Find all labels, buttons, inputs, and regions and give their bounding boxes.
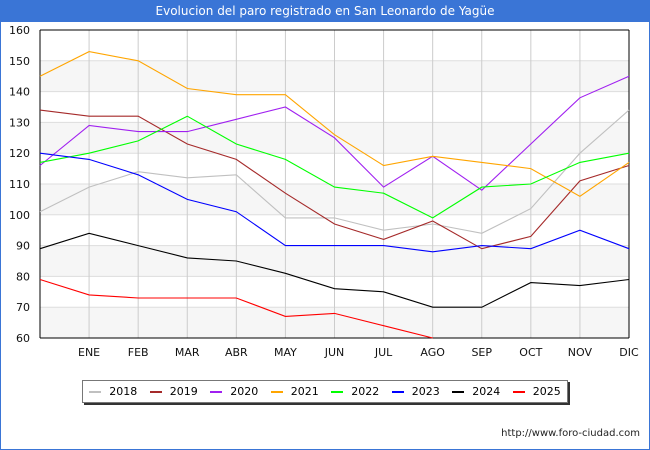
legend-item-2022: 2022 (331, 385, 379, 398)
legend-swatch (452, 390, 465, 393)
series-line-2021 (39, 51, 630, 197)
x-tick-label: DIC (619, 346, 639, 359)
y-tick-label: 110 (9, 178, 30, 191)
y-tick-label: 130 (9, 116, 30, 129)
legend-label: 2025 (532, 385, 561, 398)
legend-item-2019: 2019 (149, 385, 198, 398)
x-tick-label: MAR (175, 346, 200, 359)
x-tick-label: MAY (274, 346, 297, 359)
legend-item-2021: 2021 (270, 385, 319, 398)
x-tick-label: NOV (568, 346, 593, 359)
x-tick-label: SEP (471, 346, 492, 359)
series-line-2018 (39, 109, 630, 234)
legend-swatch (210, 390, 223, 393)
y-tick-label: 100 (9, 209, 30, 222)
legend-label: 2020 (230, 385, 259, 398)
series-line-2022 (39, 115, 630, 219)
series-line-2023 (39, 152, 630, 253)
legend-label: 2024 (472, 385, 501, 398)
legend-swatch (270, 390, 283, 393)
legend-label: 2021 (290, 385, 319, 398)
legend-item-2025: 2025 (512, 385, 561, 398)
legend-item-2018: 2018 (89, 385, 137, 398)
legend-label: 2022 (351, 385, 380, 398)
series-line-2024 (39, 232, 630, 308)
y-tick-label: 60 (16, 332, 30, 345)
series-line-2020 (39, 75, 630, 191)
legend-item-2020: 2020 (210, 385, 258, 398)
legend-swatch (89, 390, 102, 393)
x-tick-label: ABR (225, 346, 248, 359)
x-tick-label: AGO (420, 346, 445, 359)
y-tick-label: 160 (9, 24, 30, 37)
y-tick-label: 70 (16, 301, 30, 314)
legend-swatch (512, 390, 525, 393)
legend-label: 2023 (411, 385, 440, 398)
chart-title: Evolucion del paro registrado en San Leo… (0, 0, 650, 22)
legend-label: 2018 (109, 385, 138, 398)
x-tick-label: JUL (374, 346, 393, 359)
series-line-2019 (39, 109, 630, 250)
legend-swatch (331, 390, 344, 393)
x-tick-label: FEB (128, 346, 149, 359)
y-tick-label: 90 (16, 240, 30, 253)
series-line-2025 (39, 278, 433, 339)
y-tick-label: 80 (16, 270, 30, 283)
legend-swatch (149, 390, 162, 393)
x-tick-label: ENE (78, 346, 100, 359)
x-tick-label: JUN (324, 346, 345, 359)
legend-label: 2019 (169, 385, 198, 398)
chart-legend: 2018 2019 2020 2021 2022 2023 2024 2025 (82, 380, 568, 403)
y-tick-label: 120 (9, 147, 30, 160)
legend-item-2024: 2024 (452, 385, 500, 398)
legend-swatch (391, 390, 404, 393)
legend-item-2023: 2023 (391, 385, 440, 398)
x-tick-label: OCT (519, 346, 542, 359)
y-tick-label: 140 (9, 86, 30, 99)
source-url: http://www.foro-ciudad.com (501, 428, 640, 439)
y-tick-label: 150 (9, 55, 30, 68)
